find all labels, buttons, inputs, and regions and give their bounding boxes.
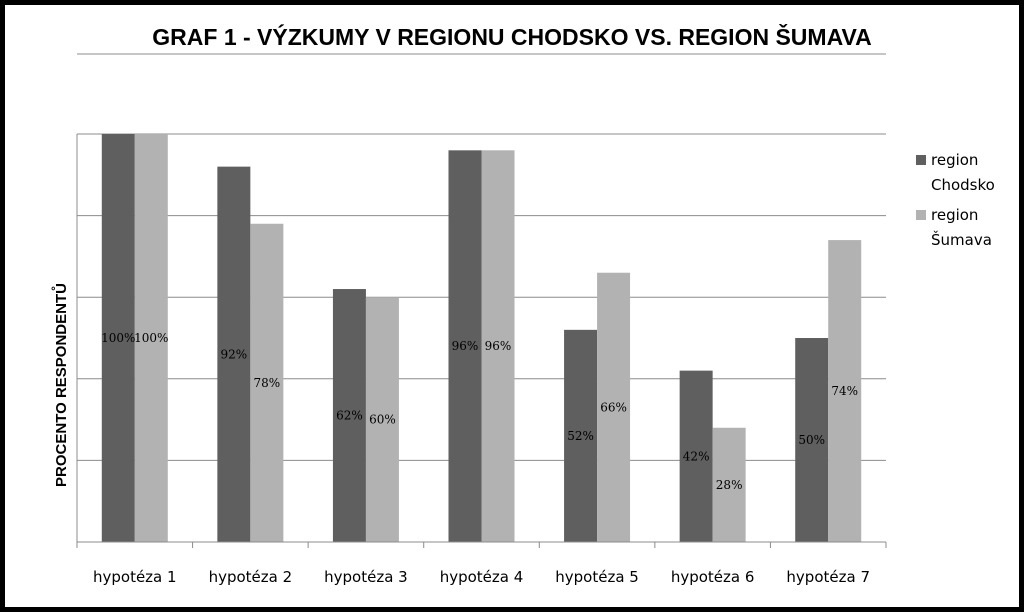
data-label: 62%	[336, 409, 363, 423]
legend-label: Chodsko	[931, 176, 995, 194]
bar-chodsko	[217, 166, 251, 542]
x-tick-label: hypotéza 2	[209, 568, 293, 586]
x-tick-label: hypotéza 7	[786, 568, 870, 586]
data-label: 92%	[221, 347, 248, 361]
legend-swatch	[916, 210, 926, 220]
data-labels: 100%100% 92% 78% 62% 60% 96% 96% 52% 66% 42% 28% 50…	[101, 331, 858, 492]
bar-sumava	[134, 134, 168, 542]
legend-swatch	[916, 155, 926, 165]
legend: region Chodsko region Šumava	[916, 151, 995, 249]
x-tick-label: hypotéza 4	[440, 568, 524, 586]
bar-sumava	[250, 223, 284, 542]
legend-label: region	[931, 206, 978, 224]
bar-chodsko	[448, 150, 482, 542]
bar-sumava	[828, 240, 862, 542]
y-axis-label: PROCENTO RESPONDENTŮ	[51, 283, 70, 487]
data-label: 74%	[831, 384, 858, 398]
bar-chodsko	[101, 134, 135, 542]
legend-label: region	[931, 151, 978, 169]
bar-sumava	[365, 297, 399, 542]
bar-sumava	[481, 150, 515, 542]
bar-chodsko	[564, 329, 598, 542]
x-tick-labels: hypotéza 1 hypotéza 2 hypotéza 3 hypotéza 4…	[93, 568, 870, 586]
data-label: 66%	[600, 400, 627, 414]
bar-sumava	[597, 272, 631, 542]
bar-chodsko	[679, 370, 713, 542]
bar-chodsko	[795, 338, 829, 542]
chart-title: GRAF 1 - VÝZKUMY V REGIONU CHODSKO VS. R…	[152, 23, 871, 50]
axes	[76, 134, 887, 548]
legend-label: Šumava	[931, 230, 992, 249]
data-label: 100%	[134, 331, 168, 345]
bar-sumava	[712, 427, 746, 542]
data-label: 96%	[452, 339, 479, 353]
data-label: 28%	[716, 478, 743, 492]
data-label: 78%	[254, 376, 281, 390]
x-tick-label: hypotéza 3	[324, 568, 408, 586]
x-tick-label: hypotéza 5	[555, 568, 639, 586]
data-label: 96%	[485, 339, 512, 353]
bar-chodsko	[332, 289, 366, 542]
data-label: 52%	[567, 429, 594, 443]
x-tick-label: hypotéza 6	[671, 568, 755, 586]
data-label: 42%	[683, 449, 710, 463]
bars	[101, 134, 862, 542]
data-label: 100%	[101, 331, 135, 345]
data-label: 50%	[798, 433, 825, 447]
x-tick-label: hypotéza 1	[93, 568, 177, 586]
data-label: 60%	[369, 413, 396, 427]
